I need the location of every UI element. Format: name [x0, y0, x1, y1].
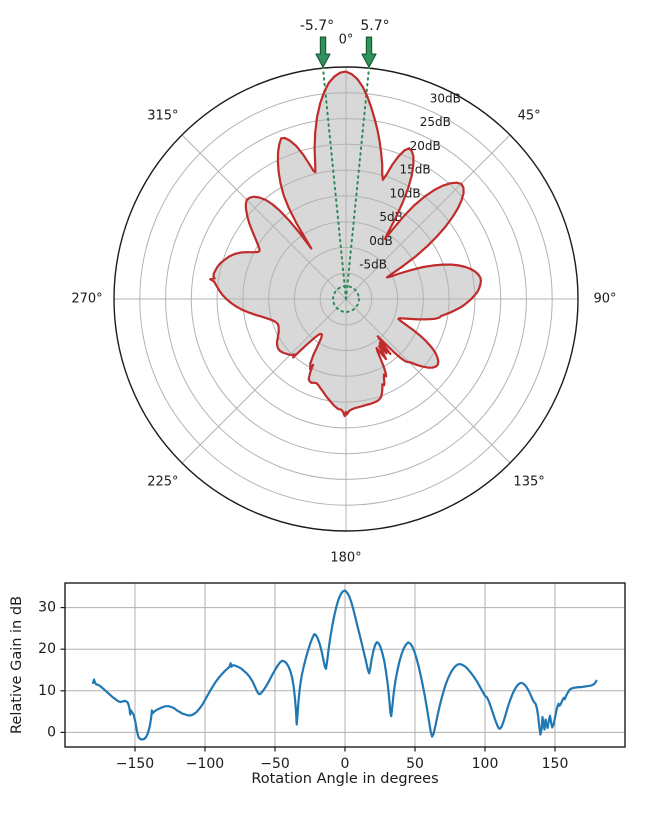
x-tick-label: −150: [116, 756, 154, 772]
gain-line-chart: −150 −100 −50 0 50 100 150 0 10 20 30: [38, 582, 626, 772]
hpbw-left-angle-label: -5.7°: [300, 18, 334, 34]
x-axis-title: Rotation Angle in degrees: [251, 771, 438, 787]
polar-angle-tick-label: 0°: [339, 33, 354, 48]
hpbw-marker-line-left: [322, 67, 347, 300]
y-tick-label: 20: [38, 641, 56, 657]
y-tick-label: 30: [38, 600, 56, 616]
polar-angle-tick-label: 270°: [71, 292, 102, 307]
polar-angle-tick-label: 135°: [513, 475, 544, 490]
polar-angle-tick-label: 315°: [147, 108, 178, 123]
polar-grid-spoke: [181, 134, 347, 300]
polar-grid-spoke: [345, 134, 511, 300]
polar-grid-spoke: [345, 298, 511, 464]
x-tick-label: −100: [186, 756, 224, 772]
x-tick-label: −50: [260, 756, 290, 772]
y-tick-label: 10: [38, 683, 56, 699]
polar-radius-tick-label: 30dB: [430, 91, 461, 105]
hpbw-right-angle-label: 5.7°: [360, 18, 389, 34]
polar-angle-tick-label: 225°: [147, 475, 178, 490]
polar-outer-spine: [113, 66, 579, 532]
hpbw-arrow-right: [361, 36, 377, 68]
polar-grid-spoke: [181, 298, 347, 464]
hpbw-arrow-left: [315, 36, 331, 68]
polar-angle-tick-label: 180°: [330, 551, 361, 566]
polar-radius-tick-label: 15dB: [400, 163, 431, 177]
center-dotted-circle: [332, 285, 360, 313]
y-axis-title: Relative Gain in dB: [9, 596, 25, 734]
polar-angle-tick-label: 90°: [593, 292, 616, 307]
gain-line: [91, 589, 598, 741]
polar-radius-tick-label: 25dB: [420, 115, 451, 129]
x-tick-label: 100: [472, 756, 499, 772]
polar-radius-tick-label: 0dB: [369, 234, 392, 248]
polar-radius-tick-label: 20dB: [410, 139, 441, 153]
antenna-pattern-outline: [209, 70, 482, 418]
x-tick-label: 150: [542, 756, 569, 772]
x-tick-label: 0: [341, 756, 350, 772]
polar-radius-tick-label: -5dB: [359, 258, 387, 272]
polar-angle-tick-label: 45°: [518, 108, 541, 123]
y-tick-label: 0: [47, 724, 56, 740]
hpbw-marker-line-right: [345, 67, 370, 300]
x-tick-label: 50: [406, 756, 424, 772]
polar-antenna-pattern-chart: 0°45°90°135°180°225°270°315°-5dB0dB5dB10…: [71, 33, 616, 566]
